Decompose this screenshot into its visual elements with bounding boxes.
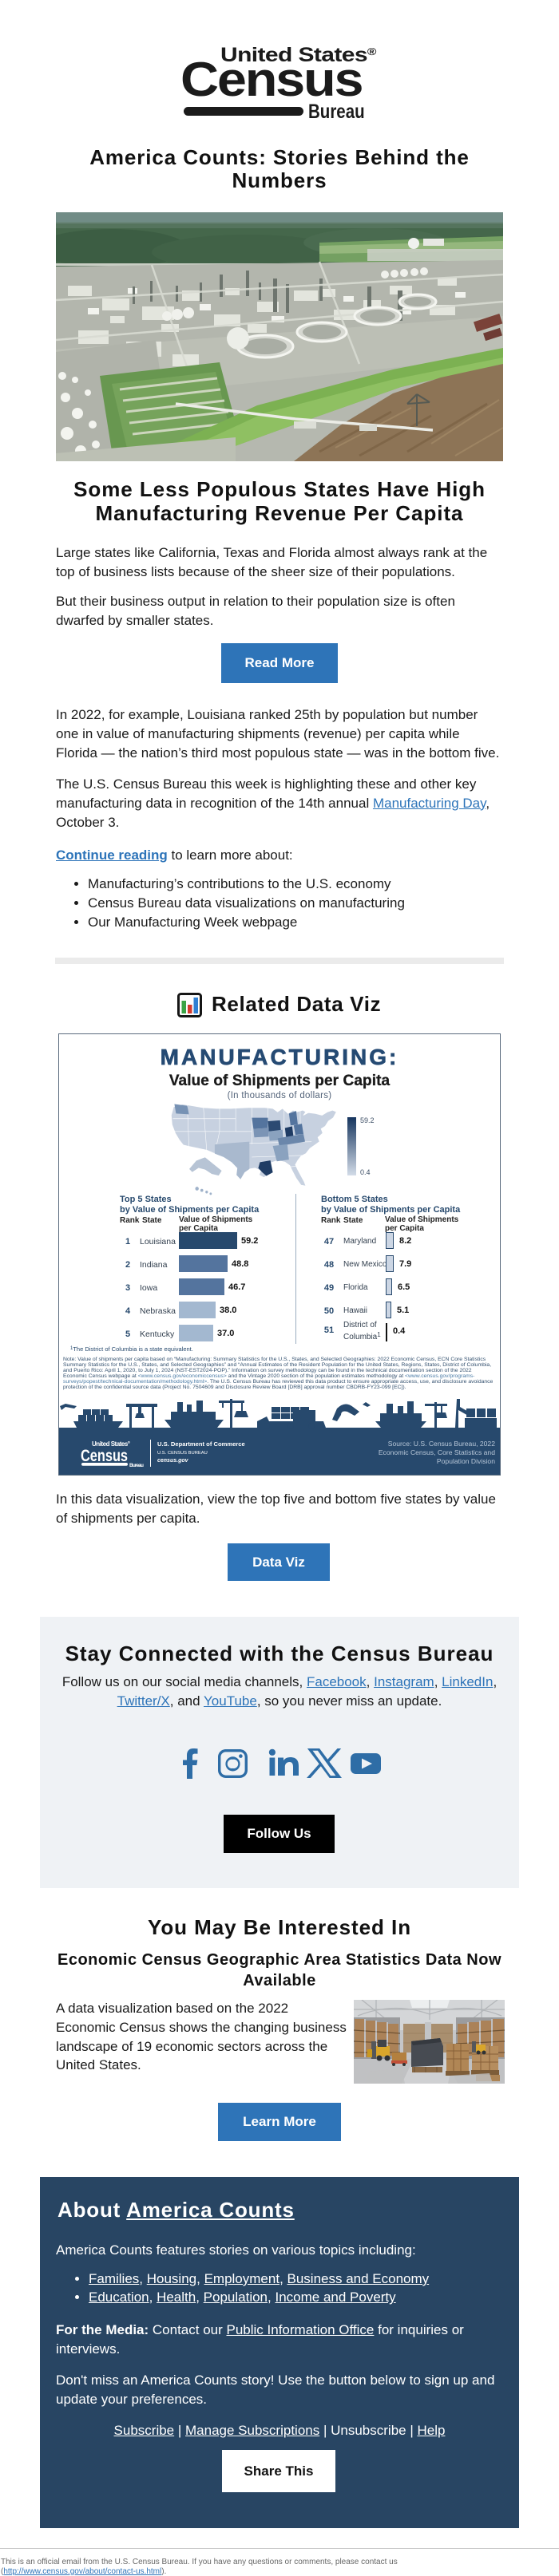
svg-text:census.gov: census.gov xyxy=(157,1458,189,1464)
svg-text:Source: U.S. Census Bureau, 20: Source: U.S. Census Bureau, 2022 xyxy=(388,1440,495,1448)
svg-text:Population Division: Population Division xyxy=(437,1457,495,1465)
svg-text:0.4: 0.4 xyxy=(360,1168,371,1176)
svg-text:U.S. Department of Commerce: U.S. Department of Commerce xyxy=(157,1440,245,1448)
svg-text:U.S. CENSUS BUREAU: U.S. CENSUS BUREAU xyxy=(157,1451,208,1456)
svg-text:59.2: 59.2 xyxy=(360,1116,375,1124)
svg-text:Bureau: Bureau xyxy=(129,1463,144,1468)
svg-text:Census: Census xyxy=(81,1447,128,1465)
svg-text:United States°: United States° xyxy=(92,1440,130,1448)
svg-text:Economic Census, Core Statisti: Economic Census, Core Statistics and xyxy=(379,1448,495,1456)
